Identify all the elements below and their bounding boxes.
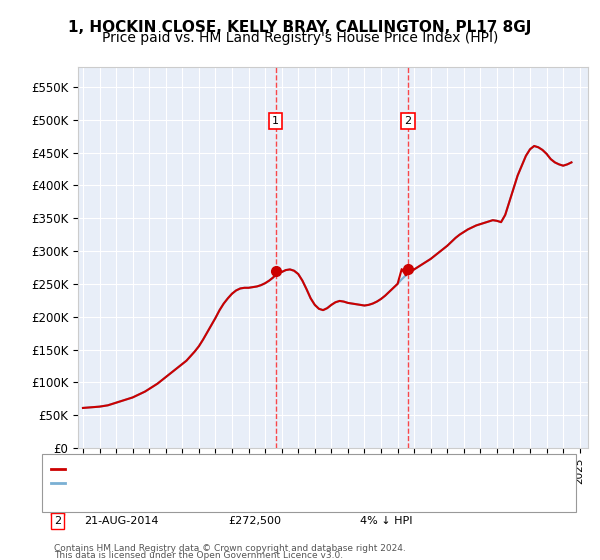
Text: 2: 2 (54, 516, 61, 526)
Text: 2: 2 (404, 116, 412, 126)
Text: £270,000: £270,000 (228, 502, 281, 512)
Text: Contains HM Land Registry data © Crown copyright and database right 2024.: Contains HM Land Registry data © Crown c… (54, 544, 406, 553)
Text: 1: 1 (54, 502, 61, 512)
Text: £272,500: £272,500 (228, 516, 281, 526)
Text: 1, HOCKIN CLOSE, KELLY BRAY, CALLINGTON, PL17 8GJ (detached house): 1, HOCKIN CLOSE, KELLY BRAY, CALLINGTON,… (69, 464, 425, 474)
Text: 1: 1 (272, 116, 279, 126)
Text: Price paid vs. HM Land Registry's House Price Index (HPI): Price paid vs. HM Land Registry's House … (102, 31, 498, 45)
Text: 18-AUG-2006: 18-AUG-2006 (84, 502, 158, 512)
Text: 4% ↓ HPI: 4% ↓ HPI (360, 516, 413, 526)
Text: HPI: Average price, detached house, Cornwall: HPI: Average price, detached house, Corn… (69, 478, 292, 488)
Text: ≈ HPI: ≈ HPI (360, 502, 391, 512)
Text: 21-AUG-2014: 21-AUG-2014 (84, 516, 158, 526)
Text: This data is licensed under the Open Government Licence v3.0.: This data is licensed under the Open Gov… (54, 551, 343, 560)
Text: 1, HOCKIN CLOSE, KELLY BRAY, CALLINGTON, PL17 8GJ: 1, HOCKIN CLOSE, KELLY BRAY, CALLINGTON,… (68, 20, 532, 35)
